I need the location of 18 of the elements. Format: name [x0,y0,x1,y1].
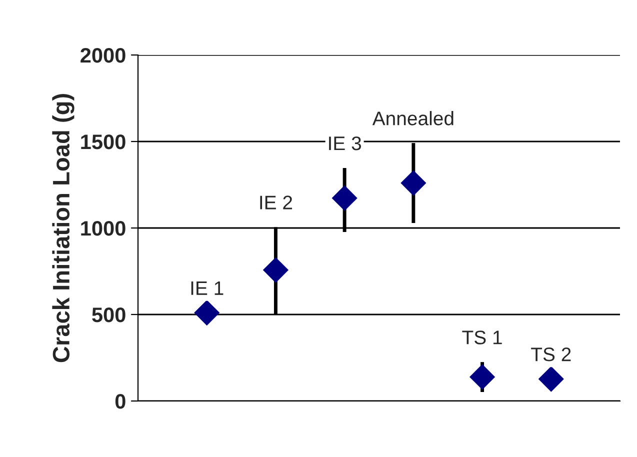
y-tick-label: 0 [115,394,126,409]
point [400,170,426,196]
y-tick-label: 2000 [80,48,126,63]
point [262,257,289,283]
y-tick-label: 1500 [81,134,126,150]
y-tick-label: 500 [92,308,126,322]
point [194,300,220,326]
point [332,185,358,211]
annotation: TS 1 [462,330,502,344]
annotation: IE 1 [191,281,224,295]
y-axis-title: Crack Initiation Load (g) [52,94,74,362]
point [538,366,564,392]
annotation: Annealed [372,111,454,126]
annotation: IE 3 [329,136,362,150]
y-tick-label: 1000 [81,221,126,236]
annotation: TS 2 [531,348,571,362]
point [469,364,496,390]
annotation: IE 2 [260,196,292,210]
